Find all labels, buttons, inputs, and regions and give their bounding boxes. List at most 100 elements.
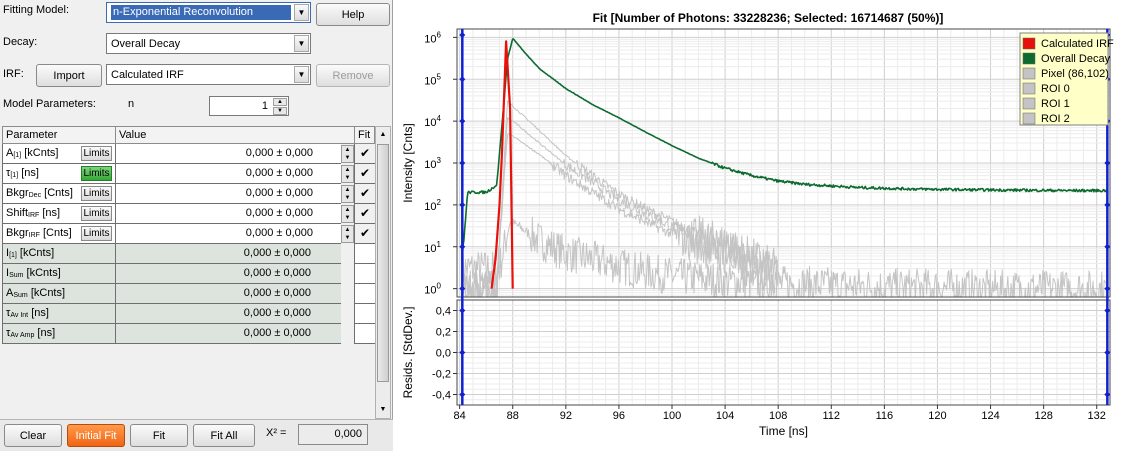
decay-chart[interactable]: Fit [Number of Photons: 33228236; Select… — [394, 0, 1130, 451]
parameter-value: 0,000 ± 0,000 — [116, 304, 341, 324]
import-button[interactable]: Import — [36, 64, 102, 87]
scrollbar-thumb[interactable] — [377, 144, 389, 382]
fit-checkbox[interactable]: ✔ — [354, 204, 375, 224]
cursor-handle-icon[interactable] — [1104, 160, 1111, 166]
cursor-handle-icon[interactable] — [459, 76, 466, 83]
parameter-subscript: Av Int — [10, 312, 29, 319]
cursor-handle-icon[interactable] — [459, 201, 466, 208]
parameter-unit: [kCnts] — [24, 147, 59, 159]
value-spin-icon[interactable]: ▲ ▼ — [341, 145, 354, 163]
parameter-subscript: Sum — [13, 292, 28, 299]
fit-chart-area: Fit [Number of Photons: 33228236; Select… — [394, 0, 1130, 451]
cursor-handle-icon[interactable] — [1104, 243, 1111, 250]
parameter-symbol: A — [6, 147, 14, 159]
parameter-symbol: Shift — [6, 207, 29, 219]
parameter-symbol: τ — [6, 167, 11, 179]
cursor-handle-icon[interactable] — [459, 32, 466, 38]
value-spin-icon[interactable]: ▲ ▼ — [341, 185, 354, 203]
y-tick-label: 106 — [424, 30, 441, 45]
cursor-handle-icon[interactable] — [1104, 201, 1111, 208]
decay-value: Overall Decay — [111, 37, 181, 50]
value-spin-icon[interactable]: ▲ ▼ — [341, 165, 354, 183]
legend-entry[interactable]: Calculated IRF — [1041, 38, 1114, 50]
parameter-symbol: I — [6, 247, 10, 259]
chi-squared-label: X² = — [266, 427, 287, 439]
fit-checkbox[interactable]: ✔ — [354, 184, 375, 204]
limits-button[interactable]: Limits — [81, 226, 112, 241]
fit-checkbox[interactable]: ✔ — [354, 164, 375, 184]
parameter-name: BkgrIRF [Cnts] Limits — [2, 224, 116, 244]
limits-button[interactable]: Limits — [81, 146, 112, 161]
chevron-down-icon[interactable]: ▼ — [294, 66, 309, 83]
chevron-down-icon[interactable]: ▼ — [294, 4, 309, 21]
parameter-value: 0,000 ± 0,000 — [116, 264, 341, 284]
parameter-value[interactable]: 0,000 ± 0,000 — [116, 164, 341, 184]
spin-down-icon[interactable]: ▼ — [273, 107, 287, 115]
remove-button[interactable]: Remove — [316, 64, 390, 87]
parameter-value[interactable]: 0,000 ± 0,000 — [116, 204, 341, 224]
chevron-down-icon[interactable]: ▼ — [294, 35, 309, 52]
irf-dropdown[interactable]: Calculated IRF ▼ — [106, 64, 311, 85]
legend-swatch — [1022, 52, 1036, 65]
fit-checkbox[interactable]: ✔ — [354, 144, 375, 164]
parameter-value: 0,000 ± 0,000 — [116, 284, 341, 304]
parameter-unit: [Cnts] — [44, 187, 73, 199]
cursor-handle-icon[interactable] — [1104, 349, 1111, 356]
model-parameters-label: Model Parameters: — [3, 98, 96, 110]
decay-dropdown[interactable]: Overall Decay ▼ — [106, 33, 311, 54]
parameter-unit: [ns] — [37, 327, 56, 339]
fitting-model-dropdown[interactable]: n-Exponential Reconvolution ▼ — [106, 2, 311, 23]
limits-button[interactable]: Limits — [81, 166, 112, 181]
cursor-handle-icon[interactable] — [1104, 285, 1111, 292]
parameter-subscript: [1] — [9, 252, 17, 259]
cursor-handle-icon[interactable] — [459, 118, 466, 125]
help-button[interactable]: Help — [316, 3, 390, 26]
legend-swatch — [1022, 97, 1036, 110]
parameter-row: τAv Int [ns] 0,000 ± 0,000 — [2, 304, 375, 324]
parameter-value[interactable]: 0,000 ± 0,000 — [116, 144, 341, 164]
value-spin-icon[interactable]: ▲ ▼ — [341, 205, 354, 223]
fit-checkbox[interactable]: ✔ — [354, 224, 375, 244]
parameter-name: τ[1] [ns] Limits — [2, 164, 116, 184]
limits-button[interactable]: Limits — [81, 206, 112, 221]
parameter-name: BkgrDec [Cnts] Limits — [2, 184, 116, 204]
limits-button[interactable]: Limits — [81, 186, 112, 201]
series-line-roi-2 — [462, 133, 779, 297]
parameter-unit: [Cnts] — [42, 227, 72, 239]
parameter-value[interactable]: 0,000 ± 0,000 — [116, 224, 341, 244]
n-spinbox[interactable]: 1 ▲ ▼ — [209, 96, 289, 116]
parameter-value: 0,000 ± 0,000 — [116, 244, 341, 264]
cursor-handle-icon[interactable] — [459, 391, 466, 398]
legend-entry[interactable]: ROI 0 — [1041, 83, 1070, 95]
legend-entry[interactable]: ROI 1 — [1041, 98, 1070, 110]
legend-entry[interactable]: Overall Decay — [1041, 53, 1111, 65]
scroll-down-icon[interactable]: ▼ — [379, 406, 387, 413]
series-line-roi-1 — [461, 117, 779, 297]
fitting-model-value: n-Exponential Reconvolution — [111, 5, 291, 20]
legend-swatch — [1022, 37, 1036, 50]
cursor-handle-icon[interactable] — [1104, 391, 1111, 398]
scroll-up-icon[interactable]: ▲ — [379, 131, 387, 138]
parameter-unit: [kCnts] — [30, 287, 66, 299]
value-spin-icon[interactable]: ▲ ▼ — [341, 225, 354, 243]
fit-button[interactable]: Fit — [130, 424, 188, 447]
spin-up-icon[interactable]: ▲ — [273, 98, 287, 106]
table-scrollbar[interactable]: ▲ ▼ — [375, 126, 391, 419]
cursor-handle-icon[interactable] — [459, 349, 466, 356]
series-line-pixel-86-102 — [461, 216, 1107, 297]
cursor-handle-icon[interactable] — [459, 285, 466, 292]
parameter-value[interactable]: 0,000 ± 0,000 — [116, 184, 341, 204]
cursor-handle-icon[interactable] — [1104, 307, 1111, 314]
cursor-handle-icon[interactable] — [459, 160, 466, 166]
cursor-handle-icon[interactable] — [459, 307, 466, 314]
fit-cell-empty — [354, 324, 375, 344]
initial-fit-button[interactable]: Initial Fit — [67, 424, 125, 447]
parameter-row: τ[1] [ns] Limits 0,000 ± 0,000 ▲ ▼ ✔ — [2, 164, 375, 184]
legend-entry[interactable]: ROI 2 — [1041, 113, 1070, 125]
legend-entry[interactable]: Pixel (86,102) — [1041, 68, 1109, 80]
fit-all-button[interactable]: Fit All — [193, 424, 255, 447]
cursor-handle-icon[interactable] — [459, 243, 466, 250]
fit-action-bar: Clear Initial Fit Fit Fit All X² = 0,000 — [0, 419, 393, 451]
parameter-subscript: Av Amp — [10, 332, 35, 339]
clear-button[interactable]: Clear — [4, 424, 62, 447]
